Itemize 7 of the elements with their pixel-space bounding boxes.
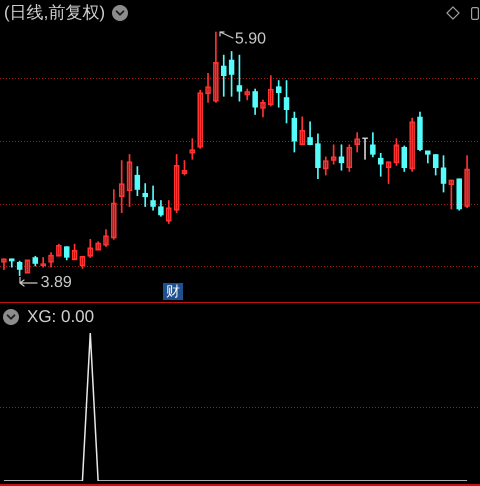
chart-title: (日线,前复权) [4,3,106,23]
candlestick [236,54,242,102]
annotation: 3.89 [40,274,72,292]
candlestick [24,260,30,274]
text: 财 [163,283,183,300]
annotation: 5.90 [234,30,266,48]
chart-title: XG: 0.00 [27,307,94,327]
